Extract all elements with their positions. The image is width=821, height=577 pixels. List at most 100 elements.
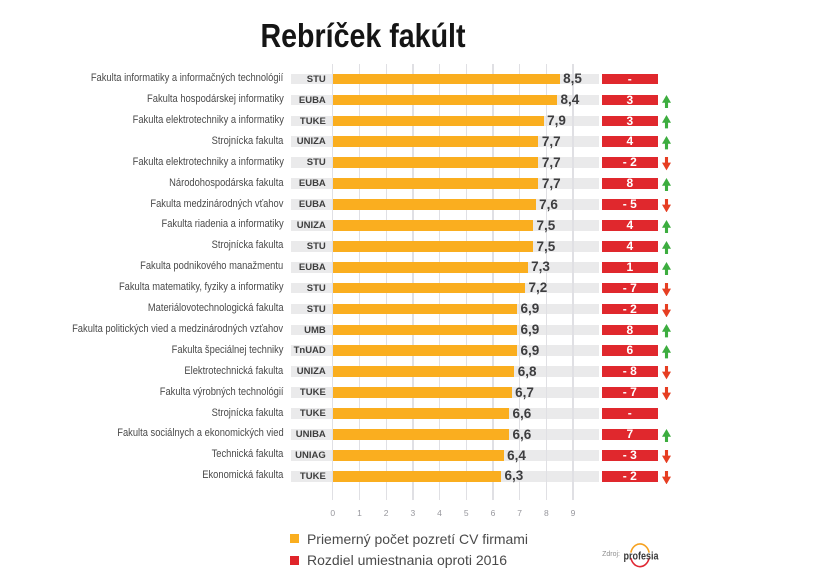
gridline	[545, 63, 547, 500]
change-badge: - 2	[601, 470, 658, 482]
university-badge: UNIAG	[290, 449, 333, 461]
trend-up-icon	[661, 240, 671, 255]
value-bar	[332, 449, 504, 461]
value-label: 8,5	[563, 71, 582, 87]
change-badge: - 2	[601, 303, 658, 314]
axis-tick-label: 9	[570, 507, 576, 518]
university-badge: UNIZA	[290, 136, 333, 147]
change-badge: 4	[601, 136, 658, 147]
faculty-label: Technická fakulta	[211, 448, 284, 461]
gridline	[438, 63, 441, 500]
value-label: 7,7	[541, 134, 561, 149]
change-badge: -	[601, 73, 658, 85]
value-label: 7,5	[536, 217, 556, 233]
value-label: 7,7	[541, 154, 561, 170]
value-bar	[332, 157, 539, 169]
axis-tick-label: 4	[437, 507, 442, 518]
axis-tick-label: 3	[410, 507, 416, 518]
trend-up-icon	[661, 324, 671, 338]
value-label: 6,7	[515, 384, 534, 400]
value-bar	[332, 136, 539, 148]
university-badge: UNIBA	[290, 429, 333, 440]
value-label: 7,6	[539, 196, 558, 212]
faculty-label: Fakulta špeciálnej techniky	[171, 343, 284, 356]
faculty-label: Strojnícka fakulta	[211, 406, 284, 419]
value-label: 6,4	[507, 447, 526, 463]
university-badge: UNIZA	[290, 366, 333, 377]
trend-up-icon	[661, 178, 671, 192]
value-label: 6,6	[512, 405, 532, 421]
trend-down-icon	[661, 366, 671, 380]
value-bar	[332, 199, 536, 210]
gridline	[358, 63, 361, 500]
change-badge: 4	[601, 219, 658, 231]
value-label: 7,2	[528, 280, 548, 296]
value-label: 7,9	[547, 113, 566, 129]
university-badge: EUBA	[290, 178, 333, 189]
trend-down-icon	[661, 387, 671, 401]
faculty-label: Ekonomická fakulta	[202, 469, 284, 482]
trend-down-icon	[661, 199, 671, 213]
value-bar	[332, 115, 544, 127]
value-bar	[332, 303, 517, 315]
trend-down-icon	[661, 470, 671, 485]
trend-up-icon	[661, 345, 671, 359]
value-bar	[332, 240, 533, 252]
trend-up-icon	[661, 136, 671, 150]
university-badge: STU	[290, 157, 333, 168]
change-badge: - 5	[601, 198, 658, 210]
value-label: 6,3	[504, 468, 524, 484]
value-label: 6,8	[517, 363, 537, 379]
university-badge: UNIZA	[290, 220, 333, 231]
value-bar	[332, 366, 515, 378]
change-badge: 7	[601, 428, 658, 440]
change-badge: 3	[601, 115, 658, 126]
change-badge: 6	[601, 345, 658, 356]
value-label: 8,4	[560, 92, 580, 108]
logo-brand-text: profesia	[624, 550, 660, 562]
legend-swatch-red	[290, 555, 299, 565]
faculty-label: Strojnícka fakulta	[211, 134, 284, 147]
faculty-label: Fakulta hospodárskej informatiky	[146, 93, 284, 105]
university-badge: TUKE	[290, 470, 333, 482]
value-bar	[332, 429, 509, 440]
trend-up-icon	[661, 261, 671, 276]
value-bar	[332, 408, 509, 419]
value-label: 6,9	[520, 322, 540, 338]
change-badge: - 3	[601, 449, 658, 461]
university-badge: STU	[290, 282, 333, 294]
value-label: 7,3	[531, 259, 550, 275]
university-badge: UMB	[290, 324, 333, 336]
value-label: 6,6	[512, 426, 532, 442]
change-badge: -	[601, 407, 658, 419]
value-label: 7,7	[541, 175, 561, 191]
value-label: 6,9	[520, 301, 540, 317]
faculty-label: Fakulta podnikového manažmentu	[140, 260, 284, 273]
trend-up-icon	[661, 94, 671, 108]
value-bar	[332, 261, 528, 273]
change-badge: 8	[601, 177, 658, 189]
value-bar	[332, 94, 557, 106]
faculty-label: Elektrotechnická fakulta	[184, 364, 284, 377]
university-badge: TUKE	[290, 387, 333, 398]
value-label: 7,5	[536, 238, 556, 254]
legend-swatch-orange	[290, 534, 299, 544]
university-badge: STU	[290, 303, 333, 315]
axis-tick-label: 5	[463, 507, 469, 518]
university-badge: EUBA	[290, 261, 333, 273]
value-bar	[332, 324, 517, 336]
value-bar	[332, 387, 512, 398]
trend-up-icon	[661, 428, 671, 443]
profesia-logo: profesia	[624, 543, 660, 568]
axis-tick-label: 6	[490, 507, 496, 518]
university-badge: EUBA	[290, 94, 333, 106]
change-badge: 1	[601, 261, 658, 273]
axis-tick-label: 7	[517, 507, 522, 518]
legend-label: Rozdiel umiestnania oproti 2016	[307, 552, 507, 569]
university-badge: STU	[290, 240, 333, 252]
gridline	[572, 63, 574, 500]
change-badge: 3	[601, 94, 658, 105]
gridline	[332, 63, 334, 500]
trend-down-icon	[661, 303, 671, 317]
